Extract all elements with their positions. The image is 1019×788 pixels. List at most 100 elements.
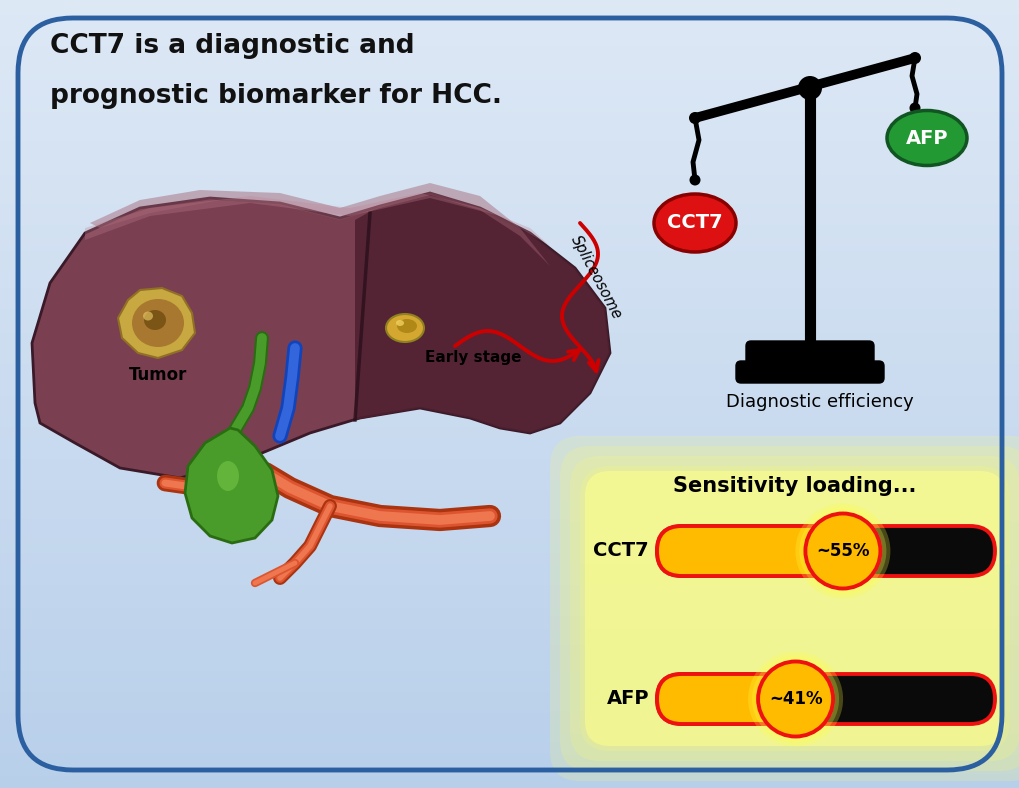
Bar — [0, 352, 1019, 355]
Ellipse shape — [143, 311, 153, 321]
Bar — [0, 24, 1019, 26]
Bar — [0, 215, 1019, 218]
Bar — [0, 767, 1019, 770]
Bar — [0, 593, 1019, 597]
Polygon shape — [355, 193, 609, 433]
Bar — [0, 644, 1019, 646]
Bar — [0, 368, 1019, 370]
Bar — [0, 660, 1019, 662]
Bar — [0, 699, 1019, 701]
Text: AFP: AFP — [606, 690, 648, 708]
Bar — [0, 373, 1019, 376]
Bar — [0, 242, 1019, 244]
Bar — [0, 554, 1019, 557]
Bar — [0, 628, 1019, 630]
Bar — [0, 333, 1019, 336]
Bar — [0, 378, 1019, 381]
Bar — [0, 447, 1019, 449]
Bar — [0, 597, 1019, 599]
Bar — [0, 286, 1019, 289]
Bar — [0, 357, 1019, 360]
Circle shape — [908, 52, 920, 64]
Bar — [0, 262, 1019, 266]
Bar — [0, 499, 1019, 502]
Bar — [0, 775, 1019, 778]
Bar — [0, 518, 1019, 520]
Bar — [0, 754, 1019, 756]
Bar — [0, 502, 1019, 504]
Bar — [0, 778, 1019, 780]
Bar — [0, 396, 1019, 400]
Bar — [0, 139, 1019, 142]
Bar — [0, 362, 1019, 365]
Bar — [0, 615, 1019, 617]
Bar — [0, 533, 1019, 536]
Bar — [0, 268, 1019, 270]
Bar — [0, 444, 1019, 447]
Bar — [0, 26, 1019, 29]
Circle shape — [689, 174, 700, 185]
Bar — [0, 601, 1019, 604]
Bar — [0, 467, 1019, 470]
Bar — [0, 515, 1019, 518]
Bar — [0, 53, 1019, 55]
Bar — [0, 179, 1019, 181]
Bar — [0, 50, 1019, 53]
FancyBboxPatch shape — [656, 526, 842, 576]
Bar — [0, 607, 1019, 609]
Bar — [0, 310, 1019, 313]
Bar — [0, 730, 1019, 733]
Bar — [0, 719, 1019, 723]
Circle shape — [799, 507, 886, 594]
Bar — [0, 431, 1019, 433]
Bar — [0, 29, 1019, 32]
Circle shape — [795, 504, 890, 599]
Bar — [0, 73, 1019, 76]
Bar — [0, 370, 1019, 373]
Bar — [0, 171, 1019, 173]
Bar — [0, 160, 1019, 163]
Bar — [0, 649, 1019, 652]
Bar — [0, 678, 1019, 680]
Bar — [0, 163, 1019, 165]
Bar — [0, 436, 1019, 439]
Bar — [0, 528, 1019, 530]
Bar — [0, 32, 1019, 34]
Bar — [0, 321, 1019, 323]
Bar — [0, 142, 1019, 144]
Bar — [0, 89, 1019, 92]
Bar — [0, 6, 1019, 8]
Bar — [0, 693, 1019, 696]
Text: Early stage: Early stage — [425, 350, 521, 365]
Bar — [0, 218, 1019, 221]
Circle shape — [800, 79, 818, 97]
Bar — [0, 735, 1019, 738]
Bar — [0, 664, 1019, 667]
Bar — [0, 181, 1019, 184]
Bar — [0, 173, 1019, 176]
Bar — [0, 247, 1019, 250]
Bar — [0, 652, 1019, 654]
FancyBboxPatch shape — [745, 341, 873, 367]
Bar — [0, 426, 1019, 428]
Bar — [0, 557, 1019, 559]
Bar — [0, 305, 1019, 307]
Bar — [0, 63, 1019, 65]
Bar — [0, 751, 1019, 754]
Bar — [0, 226, 1019, 229]
Bar — [0, 786, 1019, 788]
Bar — [0, 738, 1019, 741]
Bar — [0, 585, 1019, 589]
Bar — [0, 562, 1019, 565]
Bar — [0, 213, 1019, 215]
Text: CCT7: CCT7 — [666, 214, 722, 232]
Bar — [0, 475, 1019, 478]
Circle shape — [688, 112, 700, 124]
Bar — [0, 152, 1019, 155]
Bar — [0, 407, 1019, 410]
Bar — [0, 255, 1019, 258]
Bar — [0, 599, 1019, 601]
Bar — [0, 299, 1019, 302]
Polygon shape — [118, 288, 195, 358]
Bar — [0, 205, 1019, 207]
